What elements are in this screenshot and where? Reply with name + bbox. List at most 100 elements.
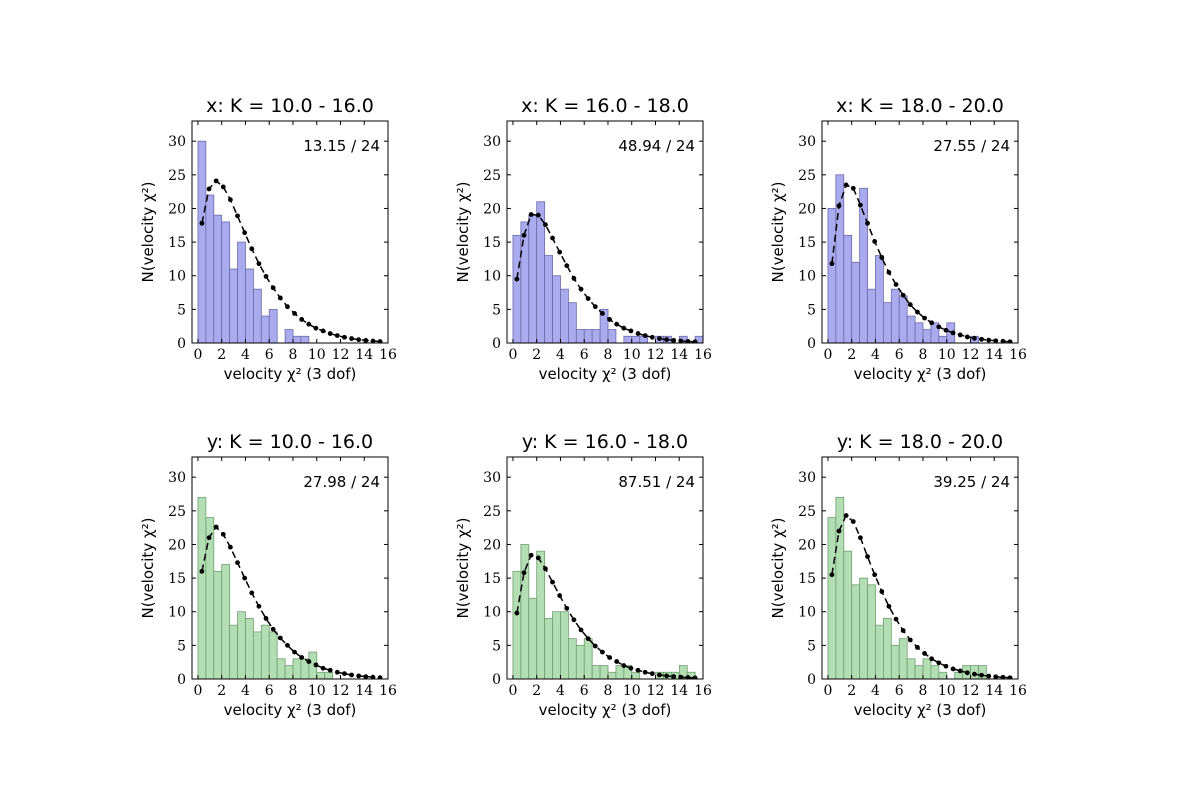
model-point (277, 295, 283, 301)
model-point (628, 665, 634, 671)
histogram-bar (883, 302, 892, 343)
y-tick-label: 0 (177, 336, 186, 352)
x-tick-label: 10 (623, 683, 641, 699)
histogram-bar (922, 329, 932, 343)
model-point (342, 334, 347, 340)
x-axis-label: velocity χ² (3 dof) (224, 365, 357, 383)
panel-title: y: K = 18.0 - 20.0 (837, 431, 1003, 453)
model-curve-group (829, 513, 1013, 679)
panel-title: x: K = 16.0 - 18.0 (521, 95, 689, 117)
y-tick-label: 5 (492, 638, 501, 654)
model-point (850, 185, 856, 191)
model-point (986, 673, 992, 679)
model-point (206, 535, 212, 541)
histogram-bar (906, 315, 916, 343)
model-point (306, 321, 312, 327)
model-point (242, 575, 248, 581)
model-point (557, 593, 563, 598)
histogram-bar (631, 335, 641, 343)
model-point (571, 617, 577, 623)
model-point (220, 184, 226, 190)
histogram-bar (938, 671, 948, 679)
model-point (1007, 339, 1013, 343)
x-tick-label: 2 (532, 347, 541, 363)
model-curve-line (831, 514, 1011, 679)
x-tick-label: 10 (938, 347, 956, 363)
model-point (972, 335, 977, 341)
y-tick-label: 15 (798, 235, 816, 251)
x-tick-label: 2 (532, 683, 541, 699)
histogram-bar (237, 611, 246, 679)
model-point (850, 519, 856, 524)
model-point (907, 302, 913, 308)
histogram-bar (560, 288, 569, 343)
model-point (285, 642, 290, 648)
x-tick-label: 0 (193, 347, 202, 363)
model-point (199, 220, 205, 226)
histogram-bar (591, 329, 601, 343)
y-tick-label: 25 (168, 504, 186, 520)
model-point (642, 333, 648, 338)
model-point (228, 197, 233, 203)
model-point (628, 328, 634, 334)
model-point (299, 317, 305, 322)
model-point (292, 649, 297, 655)
model-point (263, 274, 269, 279)
histogram-bar (260, 624, 270, 679)
model-point (936, 324, 942, 330)
model-point (543, 566, 548, 572)
histogram-bar (568, 302, 577, 343)
model-point (306, 659, 312, 664)
model-point (957, 668, 963, 674)
model-point (886, 603, 892, 609)
model-point (370, 338, 376, 343)
x-tick-label: 0 (193, 683, 202, 699)
model-point (671, 674, 677, 679)
y-tick-label: 25 (168, 168, 186, 184)
chi2-annotation: 13.15 / 24 (303, 137, 380, 155)
model-point (979, 336, 984, 342)
model-point (249, 246, 255, 252)
x-tick-label: 16 (379, 347, 397, 363)
histogram-bar (930, 665, 940, 679)
y-tick-label: 25 (798, 504, 816, 520)
histogram-bar (213, 214, 223, 343)
y-tick-label: 10 (483, 269, 501, 285)
histogram-bars (827, 496, 987, 679)
model-point (213, 524, 219, 530)
y-tick-label: 5 (177, 638, 186, 654)
histogram-bar (583, 329, 593, 343)
x-axis-label: velocity χ² (3 dof) (224, 701, 357, 719)
panel-title: y: K = 16.0 - 18.0 (522, 431, 688, 453)
x-tick-label: 14 (355, 347, 373, 363)
histogram-bar (560, 611, 569, 679)
histogram-bar (827, 208, 837, 343)
y-tick-label: 20 (483, 537, 501, 553)
model-point (578, 627, 584, 633)
x-tick-label: 2 (847, 683, 856, 699)
model-point (614, 659, 620, 664)
model-point (692, 675, 698, 679)
x-tick-label: 4 (871, 347, 880, 363)
histogram-bar (883, 618, 892, 679)
histogram-bar (292, 658, 302, 679)
histogram-bar (835, 496, 845, 679)
model-point (292, 311, 297, 316)
model-curve-group (829, 182, 1013, 343)
model-point (320, 665, 326, 671)
model-point (585, 296, 591, 301)
model-point (585, 636, 591, 642)
x-tick-label: 4 (556, 683, 565, 699)
model-point (600, 649, 605, 655)
y-tick-label: 30 (168, 470, 186, 486)
model-point (299, 655, 305, 660)
model-point (349, 672, 354, 678)
histogram-bar (914, 322, 924, 343)
histogram-bar (552, 611, 561, 679)
chi2-annotation: 39.25 / 24 (933, 473, 1010, 491)
axes-frame (821, 120, 1019, 344)
model-point (879, 255, 885, 260)
model-point (607, 317, 612, 322)
